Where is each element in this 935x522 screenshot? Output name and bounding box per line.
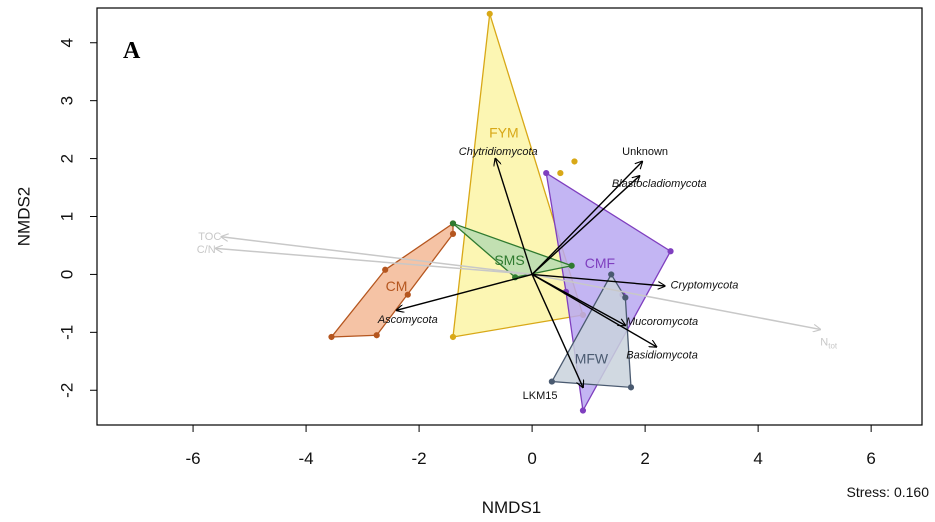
group-label-cmf: CMF bbox=[585, 255, 615, 271]
env-label-subscript: tot bbox=[828, 342, 838, 351]
point-cmf-0 bbox=[543, 169, 550, 177]
group-label-fym: FYM bbox=[489, 125, 519, 141]
group-label-sms: SMS bbox=[494, 252, 524, 268]
group-label-cm: CM bbox=[386, 278, 408, 294]
x-tick-label: 2 bbox=[640, 449, 649, 468]
point-mfw-1 bbox=[622, 294, 629, 301]
point-fym-0 bbox=[486, 10, 493, 17]
point-fym-2 bbox=[449, 333, 457, 341]
point-cm-2 bbox=[382, 266, 389, 273]
env-vector-toc bbox=[221, 237, 533, 276]
vector-lkm15 bbox=[531, 274, 583, 387]
x-axis-title: NMDS1 bbox=[482, 498, 542, 517]
stress-value: Stress: 0.160 bbox=[847, 484, 930, 500]
vector-label-ascomycota: Ascomycota bbox=[377, 314, 438, 326]
vector-blastocladiomycota bbox=[531, 176, 639, 275]
env-label-cn: C/N bbox=[197, 244, 216, 256]
group-hulls bbox=[328, 10, 674, 414]
x-tick-label: 6 bbox=[866, 449, 875, 468]
vector-basidiomycota bbox=[531, 273, 656, 346]
panel-label: A bbox=[123, 38, 141, 64]
env-vector-n bbox=[531, 273, 820, 329]
vector-label-blastocladiomycota: Blastocladiomycota bbox=[612, 178, 707, 190]
point-cm-0 bbox=[328, 333, 335, 341]
x-tick-label: 4 bbox=[753, 449, 762, 468]
y-axis-title: NMDS2 bbox=[15, 187, 34, 247]
point-sms-1 bbox=[568, 262, 575, 269]
point-mfw-2 bbox=[627, 384, 635, 391]
group-labels: CM FYM CMF SMS MFW bbox=[386, 125, 615, 367]
vector-label-lkm15: LKM15 bbox=[523, 390, 558, 402]
point-cm-5 bbox=[404, 291, 411, 298]
x-tick-label: 0 bbox=[527, 449, 536, 468]
vector-unknown bbox=[531, 161, 642, 275]
hull-fym bbox=[452, 13, 584, 338]
point-mfw-0 bbox=[608, 271, 615, 278]
vector-cryptomycota bbox=[532, 273, 665, 286]
env-vector-cn bbox=[216, 248, 533, 276]
vector-chytridiomycota bbox=[495, 159, 533, 275]
point-cm-4 bbox=[449, 230, 457, 237]
x-tick-label: -2 bbox=[412, 449, 427, 468]
axes: -6 -4 -2 0 2 4 6 -2 -1 0 1 2 3 4 bbox=[58, 38, 876, 468]
point-sms-0 bbox=[449, 220, 457, 227]
point-cmf-2 bbox=[579, 407, 587, 414]
vector-label-cryptomycota: Cryptomycota bbox=[671, 279, 739, 291]
y-tick-label: 2 bbox=[58, 154, 77, 163]
point-cm-1 bbox=[373, 332, 380, 339]
x-tick-label: -6 bbox=[185, 449, 200, 468]
y-tick-label: -2 bbox=[58, 383, 77, 398]
y-tick-label: 0 bbox=[58, 270, 77, 279]
vector-label-unknown: Unknown bbox=[622, 146, 668, 158]
group-label-mfw: MFW bbox=[575, 350, 609, 366]
vector-label-mucoromycota: Mucoromycota bbox=[626, 316, 698, 328]
y-tick-label: 1 bbox=[58, 212, 77, 221]
x-tick-label: -4 bbox=[299, 449, 314, 468]
env-label-n: Ntot bbox=[820, 337, 838, 351]
vector-label-basidiomycota: Basidiomycota bbox=[626, 349, 698, 361]
point-fym-4 bbox=[571, 158, 578, 165]
env-label-toc: TOC bbox=[198, 231, 221, 243]
point-mfw-3 bbox=[548, 378, 555, 385]
point-fym-3 bbox=[557, 169, 564, 177]
vector-ascomycota bbox=[396, 273, 533, 310]
y-tick-label: 3 bbox=[58, 96, 77, 105]
vector-label-chytridiomycota: Chytridiomycota bbox=[459, 146, 538, 158]
y-tick-label: 4 bbox=[58, 38, 77, 47]
point-cmf-1 bbox=[667, 248, 674, 255]
y-tick-label: -1 bbox=[58, 325, 77, 340]
fungal-vectors: Chytridiomycota Unknown Blastocladiomycota… bbox=[377, 146, 739, 402]
hull-cm bbox=[330, 222, 454, 338]
